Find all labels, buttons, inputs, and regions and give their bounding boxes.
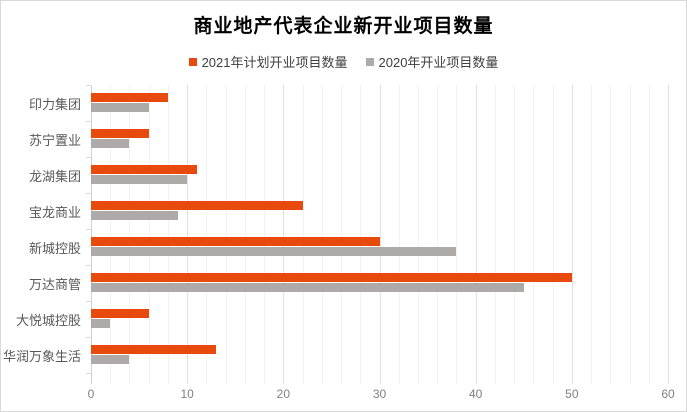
y-axis-tick <box>86 193 91 194</box>
bar-row <box>91 301 668 337</box>
minor-gridline <box>591 85 593 384</box>
bar-2020 <box>91 211 178 220</box>
minor-gridline <box>167 85 169 384</box>
chart-title: 商业地产代表企业新开业项目数量 <box>193 16 494 37</box>
minor-gridline <box>341 85 343 384</box>
bar-2020 <box>91 319 111 328</box>
bar-2020 <box>91 355 130 364</box>
minor-gridline <box>225 85 227 384</box>
bar-row <box>91 229 668 265</box>
category-label: 宝龙商业 <box>28 204 81 220</box>
bar-2020 <box>91 103 149 112</box>
x-axis-tick-label: 10 <box>180 387 194 401</box>
major-gridline <box>187 85 189 384</box>
bar-2020 <box>91 247 457 256</box>
category-label: 新城控股 <box>28 240 81 256</box>
major-gridline <box>283 85 285 384</box>
y-axis-tick <box>86 85 91 86</box>
minor-gridline <box>129 85 131 384</box>
category-label: 印力集团 <box>28 96 81 112</box>
bar-2021 <box>91 273 572 282</box>
y-axis-tick <box>86 301 91 302</box>
y-axis-tick <box>86 373 91 374</box>
bar-2021 <box>91 309 149 318</box>
minor-gridline <box>360 85 362 384</box>
bar-row <box>91 121 668 157</box>
category-axis-line <box>91 85 92 384</box>
bar-2021 <box>91 201 303 210</box>
bar-2020 <box>91 283 524 292</box>
bar-row <box>91 337 668 373</box>
category-label: 大悦城控股 <box>15 312 81 328</box>
y-axis-tick <box>86 337 91 338</box>
minor-gridline <box>264 85 266 384</box>
bar-2021 <box>91 345 217 354</box>
x-axis-tick-label: 60 <box>661 387 675 401</box>
bar-row <box>91 157 668 193</box>
legend-swatch-2020-icon <box>365 57 374 66</box>
minor-gridline <box>494 85 496 384</box>
category-label: 万达商管 <box>28 276 81 292</box>
y-axis-tick <box>86 121 91 122</box>
minor-gridline <box>629 85 631 384</box>
y-axis-tick <box>86 265 91 266</box>
minor-gridline <box>610 85 612 384</box>
minor-gridline <box>206 85 208 384</box>
bar-row <box>91 85 668 121</box>
minor-gridline <box>648 85 650 384</box>
legend-item-2021: 2021年计划开业项目数量 <box>188 52 348 71</box>
category-label: 苏宁置业 <box>28 132 81 148</box>
plot-area <box>86 85 669 384</box>
bar-2021 <box>91 165 197 174</box>
minor-gridline <box>552 85 554 384</box>
minor-gridline <box>244 85 246 384</box>
minor-gridline <box>417 85 419 384</box>
category-label: 华润万象生活 <box>2 348 81 364</box>
legend-label-2021: 2021年计划开业项目数量 <box>201 55 348 70</box>
bar-row <box>91 193 668 229</box>
x-axis-labels: 0 10 20 30 40 50 60 <box>87 387 675 403</box>
minor-gridline <box>148 85 150 384</box>
major-gridline <box>475 85 477 384</box>
major-gridline <box>379 85 381 384</box>
bar-2021 <box>91 129 149 138</box>
legend-item-2020: 2020年开业项目数量 <box>365 52 499 71</box>
bar-2020 <box>91 139 130 148</box>
y-axis-tick <box>86 157 91 158</box>
minor-gridline <box>533 85 535 384</box>
minor-gridline <box>398 85 400 384</box>
y-axis-labels: 印力集团苏宁置业龙湖集团宝龙商业新城控股万达商管大悦城控股华润万象生活 <box>1 85 91 373</box>
minor-gridline <box>110 85 112 384</box>
minor-gridline <box>321 85 323 384</box>
minor-gridline <box>456 85 458 384</box>
x-axis-tick-label: 20 <box>276 387 291 401</box>
x-axis-tick-label: 50 <box>565 387 579 401</box>
bar-2021 <box>91 237 380 246</box>
category-label: 龙湖集团 <box>28 168 81 184</box>
x-axis-tick-label: 0 <box>87 387 95 401</box>
minor-gridline <box>437 85 439 384</box>
legend-swatch-2021-icon <box>188 57 197 66</box>
x-axis-tick-label: 30 <box>372 387 387 401</box>
bar-rows <box>91 85 668 373</box>
legend-label-2020: 2020年开业项目数量 <box>378 55 499 70</box>
bar-2020 <box>91 175 188 184</box>
major-gridline <box>668 85 669 384</box>
major-gridline <box>571 85 573 384</box>
minor-gridline <box>302 85 304 384</box>
x-axis-tick-label: 40 <box>468 387 483 401</box>
legend: 2021年计划开业项目数量 2020年开业项目数量 <box>1 52 686 71</box>
y-axis-tick <box>86 229 91 230</box>
bar-2021 <box>91 93 168 102</box>
bar-row <box>91 265 668 301</box>
minor-gridline <box>514 85 516 384</box>
